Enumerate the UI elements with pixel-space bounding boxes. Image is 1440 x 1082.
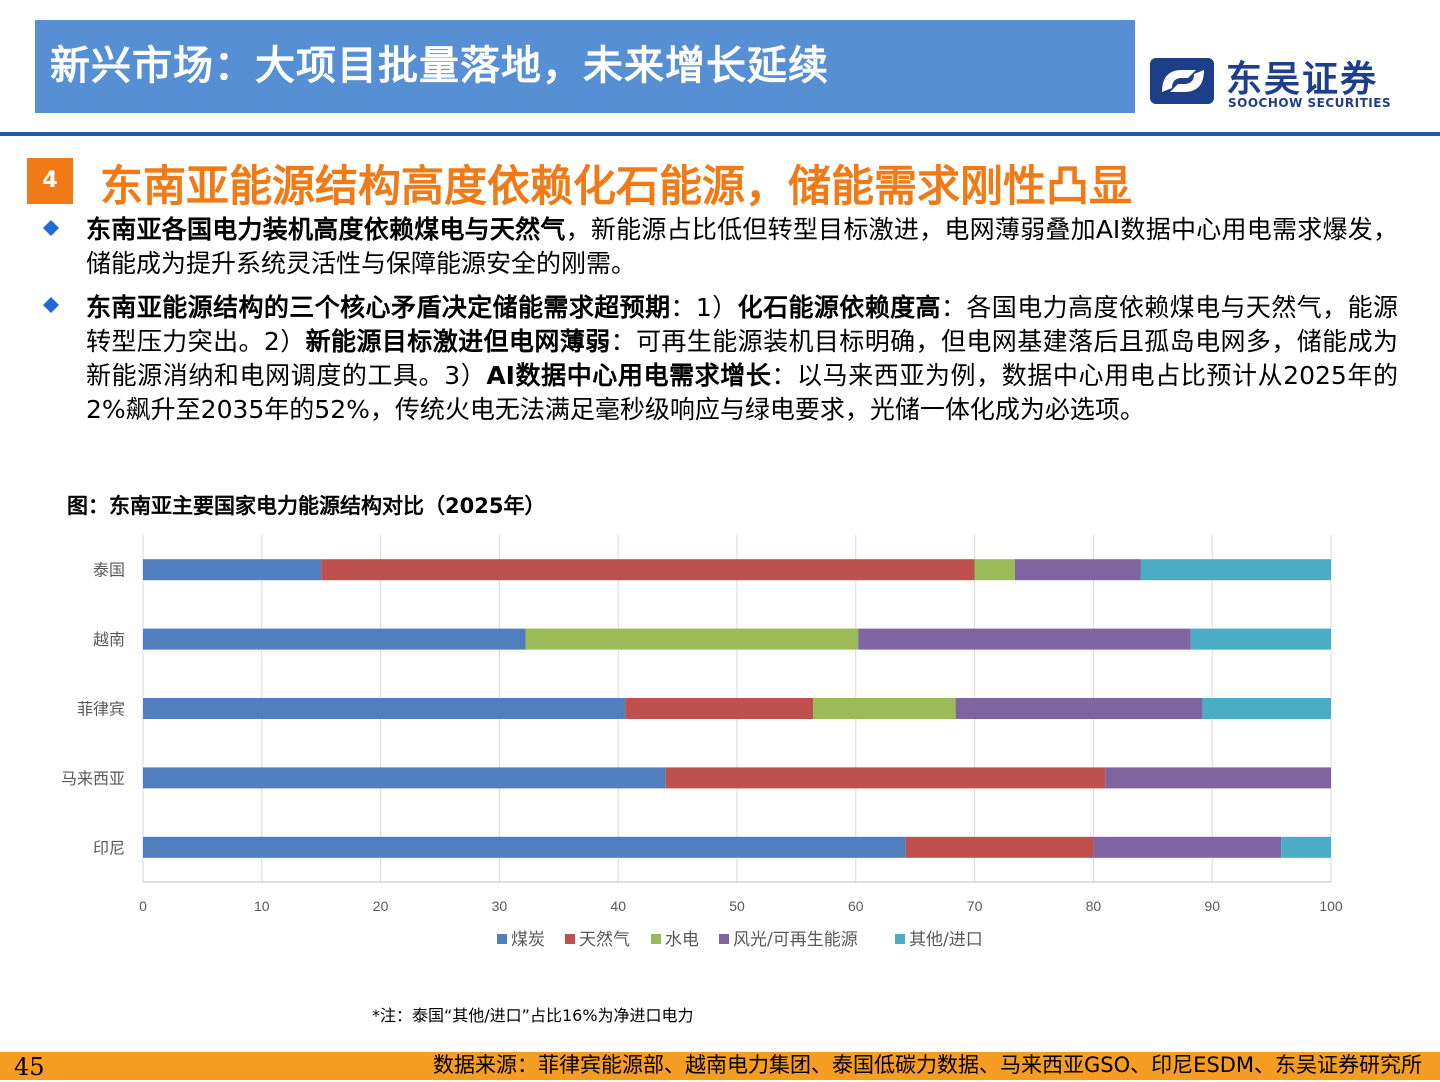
bar-segment [321,559,975,581]
legend-label: 其他/进口 [909,930,983,950]
header-banner: 新兴市场：大项目批量落地，未来增长延续 [35,20,1135,113]
bullet-emphasis-text: 化石能源依赖度高 [737,293,941,322]
bar-segment [665,767,1106,789]
section-title: 东南亚能源结构高度依赖化石能源，储能需求刚性凸显 [100,162,1132,212]
bar-segment [1093,836,1282,858]
bar-segment [525,628,859,650]
bullet-emphasis-text: 东南亚各国电力装机高度依赖煤电与天然气 [86,215,566,244]
category-label: 菲律宾 [77,700,125,719]
x-tick-label: 70 [967,898,983,914]
bullet-emphasis-text: AI数据中心用电需求增长 [486,361,772,390]
bullet-paragraph-2: 东南亚能源结构的三个核心矛盾决定储能需求超预期：1）化石能源依赖度高：各国电力高… [86,291,1398,427]
logo-chinese-name: 东吴证券 [1226,59,1379,100]
bar-segment [143,628,526,650]
logo-english-name: SOOCHOW SECURITIES [1228,96,1392,110]
company-logo: 东吴证券 SOOCHOW SECURITIES [1148,46,1398,114]
bar-segment [1202,698,1331,719]
legend-swatch [497,934,507,944]
category-label: 越南 [93,630,125,649]
bar-segment [1014,559,1141,581]
bullet-text: ：1） [670,293,738,322]
bullet-text: ，新能源占比低但转型目标激进，电网薄弱叠加AI数据中心用电需求爆发，储能成为提升… [86,215,1398,278]
bullet-text: ：可再生能源装机目标明确，但电网基建落后且孤岛电网多，储能成为新能源消纳和电网调… [86,327,1398,390]
category-label: 泰国 [93,561,125,580]
bar-segment [955,698,1203,719]
bar-segment [143,559,322,581]
data-source: 数据来源：菲律宾能源部、越南电力集团、泰国低碳力数据、马来西亚GSO、印尼ESD… [432,1053,1422,1077]
bullet-emphasis-text: 东南亚能源结构的三个核心矛盾决定储能需求超预期 [86,293,671,322]
x-tick-label: 10 [254,898,270,914]
page-title: 新兴市场：大项目批量落地，未来增长延续 [50,43,829,89]
diamond-bullet-icon [43,297,59,313]
legend-swatch [565,934,575,944]
x-tick-label: 80 [1086,898,1102,914]
header-divider [0,132,1440,136]
bar-segment [143,767,666,789]
bar-segment [143,836,906,858]
bar-segment [143,698,626,719]
figure-title: 图：东南亚主要国家电力能源结构对比（2025年） [67,494,546,518]
footer-bar [0,1052,1440,1080]
x-tick-label: 40 [610,898,626,914]
bar-segment [1281,836,1331,858]
x-tick-label: 0 [139,898,147,914]
soochow-logo-icon [1150,58,1214,104]
x-tick-label: 30 [492,898,508,914]
legend-swatch [895,934,905,944]
bullet-text: ：各国电力高度依赖煤电与天然气，能源转型压力突出。2） [86,293,1398,356]
chart-note: *注：泰国“其他/进口”占比16%为净进口电力 [372,1006,694,1025]
bar-segment [1105,767,1331,789]
x-tick-label: 60 [848,898,864,914]
legend-label: 天然气 [579,930,630,950]
bullet-paragraph-1: 东南亚各国电力装机高度依赖煤电与天然气，新能源占比低但转型目标激进，电网薄弱叠加… [86,213,1398,281]
category-label: 印尼 [93,838,125,857]
legend-label: 煤炭 [511,930,545,950]
bar-segment [813,698,956,719]
bullet-text: ：以马来西亚为例，数据中心用电占比预计从2025年的2%飙升至2035年的52%… [86,361,1398,424]
legend-label: 风光/可再生能源 [733,930,858,950]
bar-segment [858,628,1191,650]
legend-swatch [651,934,661,944]
legend-swatch [719,934,729,944]
page-number: 45 [14,1053,45,1081]
x-tick-label: 20 [373,898,389,914]
bar-segment [1140,559,1331,581]
bar-segment [974,559,1015,581]
diamond-bullet-icon [43,220,59,236]
legend-label: 水电 [665,930,699,950]
bar-segment [1190,628,1331,650]
x-tick-label: 100 [1319,898,1343,914]
x-tick-label: 90 [1204,898,1220,914]
bullet-emphasis-text: 新能源目标激进但电网薄弱 [305,327,611,356]
x-tick-label: 50 [729,898,745,914]
category-label: 马来西亚 [61,769,125,788]
bar-segment [905,836,1094,858]
section-number: 4 [27,158,73,204]
bar-segment [625,698,814,719]
